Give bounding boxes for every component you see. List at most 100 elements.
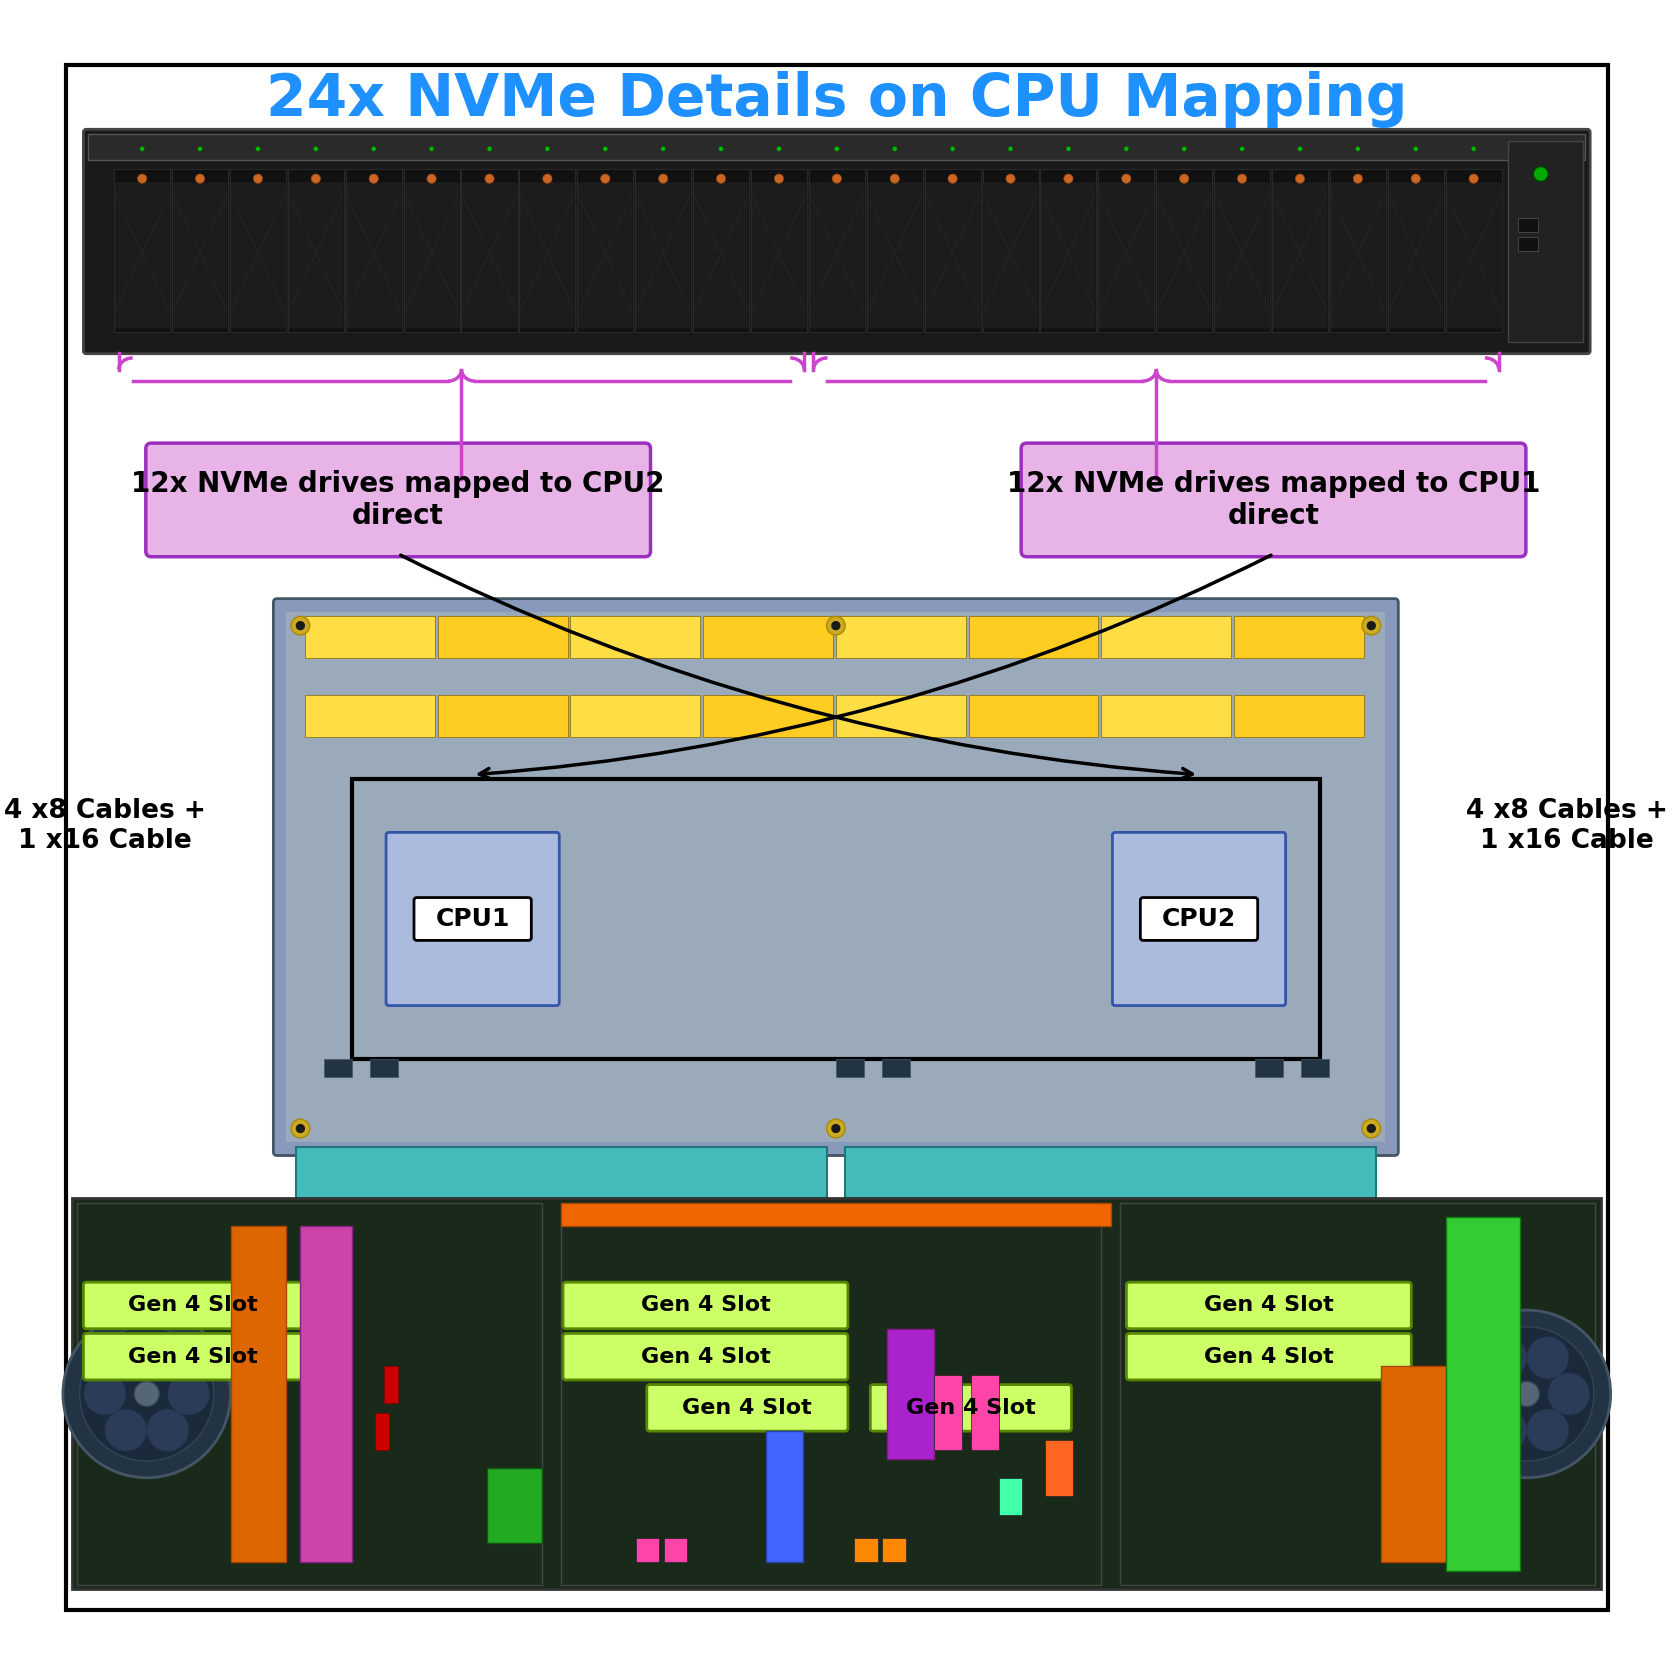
Bar [1446,1218,1520,1571]
Circle shape [197,146,202,151]
Circle shape [291,616,309,635]
Bar [766,1430,803,1561]
Circle shape [1470,174,1478,183]
Circle shape [167,1374,209,1415]
Circle shape [1296,174,1304,183]
FancyBboxPatch shape [415,898,532,940]
Circle shape [948,174,958,183]
Bar [836,695,966,737]
FancyBboxPatch shape [65,65,1608,1610]
Bar [998,1477,1022,1514]
Text: 12x NVMe drives mapped to CPU1
direct: 12x NVMe drives mapped to CPU1 direct [1007,469,1540,529]
Bar [1446,169,1501,332]
Bar [752,183,806,328]
Circle shape [105,1337,147,1379]
Circle shape [1353,174,1363,183]
Circle shape [1124,146,1129,151]
Bar [231,183,284,328]
Bar [1301,1059,1329,1077]
Text: 24x NVMe Details on CPU Mapping: 24x NVMe Details on CPU Mapping [266,70,1408,127]
FancyBboxPatch shape [84,129,1590,353]
Bar [1120,1203,1595,1585]
FancyBboxPatch shape [84,1281,303,1328]
FancyBboxPatch shape [1127,1333,1411,1380]
Text: Gen 4 Slot: Gen 4 Slot [640,1295,771,1315]
Bar [751,169,808,332]
Bar [296,1147,826,1198]
FancyBboxPatch shape [1127,1281,1411,1328]
Bar [1234,695,1364,737]
FancyBboxPatch shape [647,1385,848,1430]
Bar [971,1375,998,1451]
Bar [114,169,171,332]
Bar [1045,1440,1073,1496]
Text: Gen 4 Slot: Gen 4 Slot [129,1347,257,1367]
Bar [231,169,286,332]
Bar [1329,169,1386,332]
Circle shape [1179,174,1189,183]
Bar [1099,169,1154,332]
FancyBboxPatch shape [563,1281,848,1328]
Circle shape [1007,174,1015,183]
Bar [1099,183,1154,328]
Circle shape [1460,1327,1593,1461]
Circle shape [1485,1337,1527,1379]
Circle shape [826,616,844,635]
FancyBboxPatch shape [84,1333,303,1380]
Circle shape [1527,1337,1568,1379]
Text: Gen 4 Slot: Gen 4 Slot [129,1295,257,1315]
Circle shape [426,174,436,183]
Bar [809,183,864,328]
Bar [301,1226,351,1561]
Bar [1102,616,1231,658]
Circle shape [543,174,552,183]
Bar [1040,169,1097,332]
Bar [403,169,460,332]
Circle shape [831,621,841,630]
Bar [925,169,981,332]
Bar [172,183,227,328]
Bar [1331,183,1384,328]
Text: CPU2: CPU2 [1162,906,1236,931]
Circle shape [1239,146,1244,151]
Circle shape [252,174,263,183]
Bar [635,183,691,328]
Bar [346,183,401,328]
Bar [704,695,833,737]
Bar [570,695,701,737]
Bar [866,169,923,332]
Circle shape [140,146,144,151]
Bar [1389,183,1443,328]
Circle shape [604,146,607,151]
Bar [844,1147,1376,1198]
Circle shape [64,1310,231,1477]
Bar [304,616,435,658]
Bar [172,169,227,332]
Circle shape [256,146,261,151]
Bar [562,1203,1110,1226]
Circle shape [600,174,610,183]
Circle shape [659,174,667,183]
Text: Gen 4 Slot: Gen 4 Slot [906,1399,1035,1417]
Bar [351,779,1321,1059]
Circle shape [1533,166,1548,181]
Circle shape [1411,174,1421,183]
Circle shape [774,174,784,183]
FancyBboxPatch shape [563,1333,848,1380]
Circle shape [1515,1382,1540,1407]
Bar [520,169,575,332]
Bar [888,1328,933,1459]
Circle shape [84,1374,125,1415]
Bar [694,183,747,328]
Circle shape [1413,146,1418,151]
Circle shape [430,146,435,151]
Bar [1102,695,1231,737]
Circle shape [716,174,726,183]
Circle shape [1363,616,1381,635]
Circle shape [826,1119,844,1137]
Bar [1388,169,1445,332]
Bar [1214,169,1271,332]
Bar [385,1367,398,1404]
Bar [1157,183,1211,328]
Bar [635,1538,659,1561]
